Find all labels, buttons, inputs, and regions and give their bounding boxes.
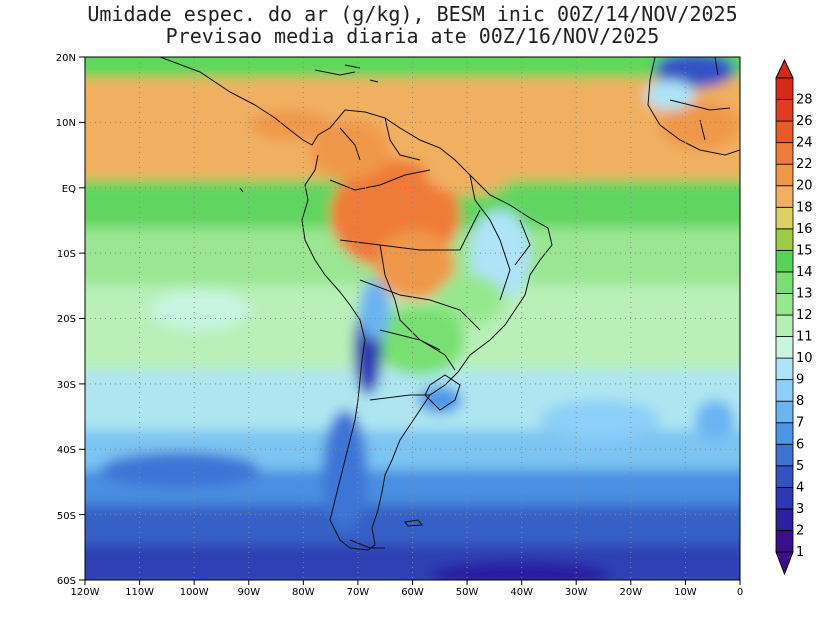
colorbar-label: 1 [796, 545, 804, 560]
colorbar-label: 12 [796, 308, 813, 323]
lat-label: 10N [56, 118, 76, 129]
colorbar-swatch [775, 163, 794, 187]
colorbar-swatch [775, 508, 794, 531]
colorbar-swatch [775, 465, 794, 488]
colorbar-label: 16 [796, 222, 813, 237]
colorbar-max-arrow [775, 58, 794, 79]
colorbar-swatch [775, 99, 794, 122]
lon-label: 120W [71, 587, 100, 598]
colorbar-min-arrow [775, 551, 794, 576]
lon-label: 50W [456, 587, 479, 598]
colorbar-label: 9 [796, 373, 804, 388]
lat-label: 20S [57, 314, 76, 325]
lat-label: 40S [57, 445, 76, 456]
lat-label: 60S [57, 576, 76, 587]
colorbar-swatch [775, 400, 794, 424]
lon-label: 20W [619, 587, 642, 598]
colorbar-swatch [775, 120, 794, 144]
colorbar-swatch [775, 314, 794, 337]
colorbar-label: 4 [796, 480, 804, 495]
lon-label: 10W [674, 587, 697, 598]
colorbar-swatch [775, 530, 794, 553]
colorbar-label: 3 [796, 502, 804, 517]
map-title: Umidade espec. do ar (g/kg), BESM inic 0… [87, 2, 738, 26]
colorbar-label: 26 [796, 114, 813, 129]
axis-ticks [79, 56, 741, 585]
colorbar-swatch [775, 228, 794, 251]
colorbar-swatch [775, 249, 794, 273]
lat-label: EQ [62, 184, 76, 195]
lon-label: 40W [510, 587, 533, 598]
lon-label: 80W [292, 587, 315, 598]
colorbar-label: 2 [796, 523, 804, 538]
colorbar-label: 7 [796, 416, 804, 431]
colorbar-swatch [775, 379, 794, 402]
colorbar-swatch [775, 77, 794, 100]
colorbar-swatch [775, 486, 794, 510]
colorbar-swatch [775, 422, 794, 445]
colorbar-label: 11 [796, 330, 813, 345]
colorbar-label: 22 [796, 157, 813, 172]
colorbar-label: 8 [796, 394, 804, 409]
colorbar-swatch [775, 357, 794, 381]
colorbar-swatch [775, 206, 794, 230]
colorbar-label: 15 [796, 243, 813, 258]
gridlines [85, 57, 740, 580]
colorbar-swatch [775, 185, 794, 208]
lon-label: 100W [180, 587, 209, 598]
colorbar-swatch [775, 336, 794, 359]
colorbar-label: 14 [796, 265, 813, 280]
lat-label: 50S [57, 511, 76, 522]
colorbar-swatch [775, 443, 794, 467]
colorbar-label: 24 [796, 136, 813, 151]
lon-label: 90W [237, 587, 260, 598]
lat-label: 10S [57, 249, 76, 260]
colorbar-swatch [775, 271, 794, 294]
colorbar-label: 18 [796, 200, 813, 215]
colorbar-label: 13 [796, 286, 813, 301]
colorbar-label: 10 [796, 351, 813, 366]
colorbar-swatch [775, 293, 794, 316]
lat-label: 30S [57, 380, 76, 391]
colorbar-label: 5 [796, 459, 804, 474]
lon-label: 60W [401, 587, 424, 598]
map-subtitle: Previsao media diaria ate 00Z/16/NOV/202… [165, 24, 660, 48]
lon-label: 30W [565, 587, 588, 598]
lon-label: 0 [737, 587, 743, 598]
lon-label: 110W [125, 587, 154, 598]
colorbar-label: 20 [796, 179, 813, 194]
colorbar-label: 6 [796, 437, 804, 452]
colorbar-swatch [775, 142, 794, 165]
lon-label: 70W [347, 587, 370, 598]
lat-label: 20N [56, 53, 76, 64]
colorbar-label: 28 [796, 93, 813, 108]
humidity-field [85, 57, 740, 580]
